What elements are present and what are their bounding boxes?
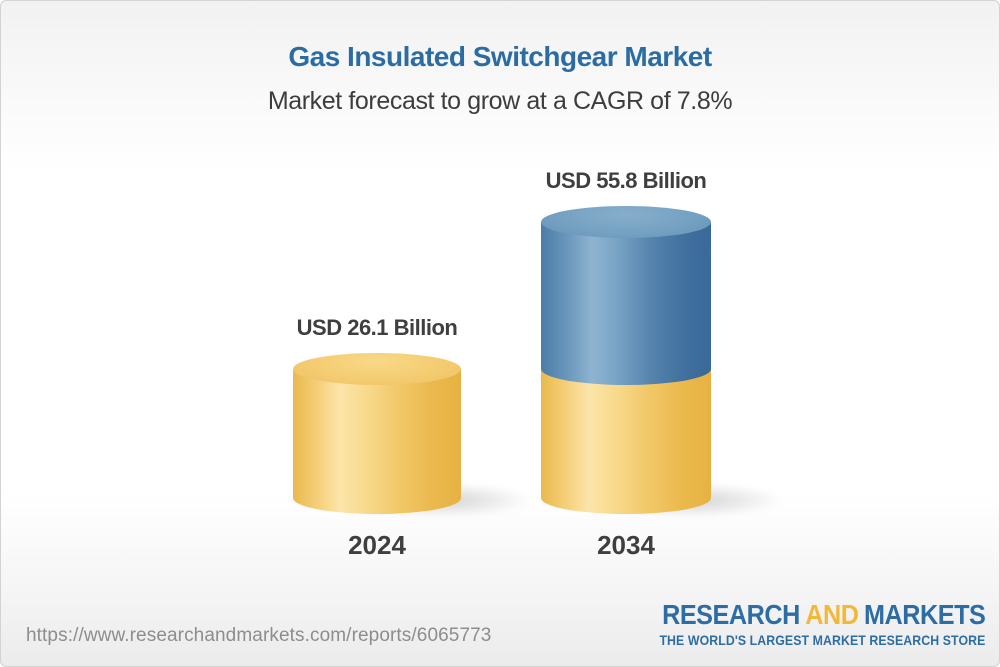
- page-subtitle: Market forecast to grow at a CAGR of 7.8…: [267, 87, 733, 115]
- value-label-2034: USD 55.8 Billion: [545, 168, 707, 194]
- bar-group-2024: USD 26.1 Billion 2024: [293, 1, 535, 666]
- category-label-2024: 2024: [348, 530, 406, 560]
- category-label-2034: 2034: [597, 530, 655, 560]
- page-title: Gas Insulated Switchgear Market: [288, 41, 712, 72]
- brand-tagline: THE WORLD'S LARGEST MARKET RESEARCH STOR…: [659, 632, 985, 649]
- brand-word-research: RESEARCH: [661, 599, 800, 630]
- source-url[interactable]: https://www.researchandmarkets.com/repor…: [26, 625, 492, 646]
- brand-word-markets: MARKETS: [863, 599, 986, 630]
- bar-segment-2034-base: [541, 369, 711, 514]
- bar-segment-2024-base: [293, 353, 461, 514]
- bar-group-2034: USD 55.8 Billion 2034: [541, 1, 786, 666]
- bar-segment-2034-growth: [541, 206, 711, 386]
- value-label-2024: USD 26.1 Billion: [296, 315, 458, 341]
- brand-word-and: AND: [804, 599, 859, 630]
- brand-logo-wordmark: RESEARCH AND MARKETS: [652, 599, 986, 630]
- brand-logo[interactable]: RESEARCH AND MARKETS THE WORLD'S LARGEST M…: [615, 599, 986, 649]
